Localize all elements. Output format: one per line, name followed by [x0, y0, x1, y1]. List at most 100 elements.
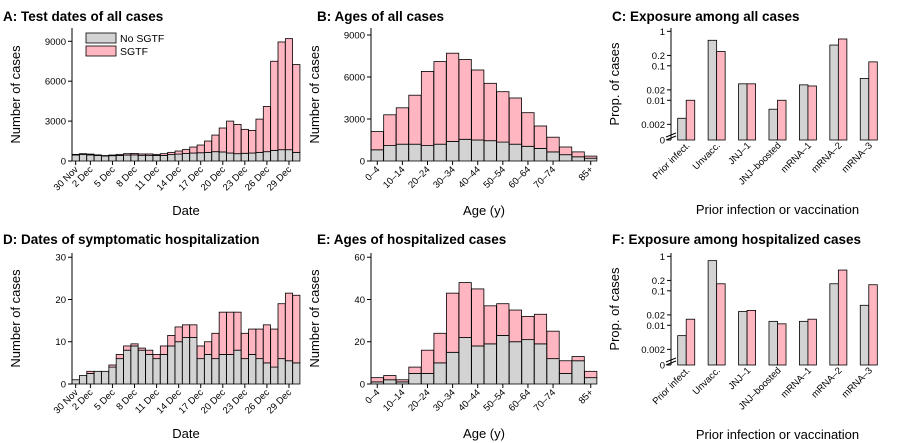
panel-f-bar-no-sgtf: [738, 311, 748, 366]
panel-d-bar-sgtf: [108, 364, 117, 368]
panel-b-bar-sgtf: [458, 59, 472, 140]
panel-b-bar-no-sgtf: [483, 140, 497, 162]
panel-a-bar-sgtf: [284, 38, 293, 151]
panel-d-x-tick-label: 29 Dec: [265, 387, 294, 416]
panel-d-bar-no-sgtf: [284, 360, 293, 385]
panel-f-title: F: Exposure among hospitalized cases: [612, 232, 861, 247]
panel-d-bar-sgtf: [86, 370, 95, 374]
panel-e-bar-sgtf: [446, 292, 460, 353]
panel-a-bar-no-sgtf: [152, 155, 161, 162]
panel-e-bar-no-sgtf: [521, 339, 535, 385]
panel-d-bar-sgtf: [181, 324, 191, 338]
panel-a-bar-no-sgtf: [211, 151, 220, 162]
panel-a-bar-no-sgtf: [79, 154, 88, 162]
panel-d-bar-sgtf: [152, 354, 161, 360]
panel-b-bar-sgtf: [433, 61, 447, 145]
panel-e-bar-sgtf: [395, 379, 409, 383]
panel-b-bar-sgtf: [571, 151, 585, 158]
panel-b-bar-sgtf: [383, 114, 397, 147]
panel-b-bar-no-sgtf: [370, 149, 384, 162]
panel-e-x-axis-title: Age (y): [463, 426, 505, 441]
panel-d-bar-sgtf: [189, 324, 198, 338]
panel-b-bar-sgtf: [508, 97, 522, 145]
panel-c-y-tick-label: 0.02: [647, 85, 666, 96]
panel-b-chart: 0 3000 6000 9000 0–410–1420–2430–3440–4450–5…: [307, 28, 598, 218]
panel-b-y-tick-label: 3000: [344, 115, 365, 126]
panel-d-bar-no-sgtf: [226, 354, 235, 385]
panel-e-y-axis-title: Number of cases: [307, 269, 322, 368]
panel-c-x-tick-label: mRNA–2: [809, 140, 844, 175]
panel-d-x-axis-title: Date: [172, 426, 199, 441]
panel-d-bar-no-sgtf: [123, 349, 132, 385]
panel-b-bar-no-sgtf: [395, 143, 409, 162]
panel-d-bar-sgtf: [233, 311, 242, 351]
panel-d-bar-no-sgtf: [108, 366, 117, 385]
panel-c-y-tick-label: 1: [660, 27, 665, 38]
panel-a-bar-sgtf: [108, 154, 117, 157]
panel-a-bar-sgtf: [174, 150, 183, 155]
panel-c-y-tick-label: 0: [660, 136, 665, 147]
panel-b-bar-no-sgtf: [533, 147, 548, 162]
panel-a-bar-no-sgtf: [181, 153, 191, 162]
panel-c-bar-sgtf: [868, 61, 878, 141]
panel-a-bar-sgtf: [292, 64, 301, 153]
panel-e-bar-sgtf: [458, 282, 472, 338]
panel-f-x-tick-label: Prior infect.: [651, 365, 693, 407]
panel-b-bar-sgtf: [420, 71, 435, 146]
panel-c-bar-sgtf: [716, 51, 726, 141]
panel-b-bar-no-sgtf: [458, 138, 472, 162]
panel-e-bar-sgtf: [471, 288, 485, 347]
panel-b-bar-sgtf: [533, 125, 548, 149]
panel-a-bar-sgtf: [189, 146, 198, 154]
panel-a-y-tick-label: 3000: [45, 117, 66, 128]
panel-d-bar-no-sgtf: [181, 337, 191, 385]
panel-c-y-tick-label: 0.01: [647, 96, 666, 107]
panel-d-bar-no-sgtf: [233, 349, 242, 385]
panel-a-bar-no-sgtf: [137, 154, 146, 162]
panel-d-bar-sgtf: [115, 354, 124, 360]
panel-e-bar-no-sgtf: [420, 373, 435, 385]
panel-a-bar-sgtf: [123, 153, 132, 156]
panel-d-bar-sgtf: [123, 345, 132, 351]
panel-c-x-tick-label: Unvacc.: [691, 140, 723, 172]
panel-d-bar-no-sgtf: [71, 379, 80, 385]
panel-f-bar-no-sgtf: [707, 260, 718, 366]
panel-e-bar-sgtf: [559, 360, 573, 374]
panel-a-bar-sgtf: [71, 153, 80, 156]
panel-a-bar-sgtf: [270, 60, 279, 151]
panel-e-bar-sgtf: [546, 330, 560, 360]
panel-b-bar-sgtf: [446, 52, 460, 142]
panel-c-bar-no-sgtf: [799, 84, 809, 141]
panel-d-bar-no-sgtf: [196, 358, 205, 385]
panel-d-bar-no-sgtf: [79, 375, 88, 385]
panel-a-bar-no-sgtf: [240, 152, 249, 162]
panel-e-bar-no-sgtf: [483, 343, 497, 385]
panel-b-bar-no-sgtf: [408, 143, 422, 162]
panel-b-bar-no-sgtf: [521, 145, 535, 162]
panel-d-bar-sgtf: [248, 328, 257, 355]
panel-b-bar-no-sgtf: [420, 145, 435, 162]
panel-d-bar-no-sgtf: [204, 354, 213, 385]
panel-c-y-tick-label: 0.1: [652, 61, 665, 72]
panel-f-x-tick-label: mRNA–2: [809, 365, 844, 400]
panel-c-bar-sgtf: [746, 83, 756, 141]
panel-a-bar-sgtf: [240, 128, 249, 154]
panel-d-bar-no-sgtf: [270, 366, 279, 385]
panel-d-bar-sgtf: [284, 292, 293, 362]
panel-e-bar-sgtf: [533, 313, 548, 345]
panel-e-bar-sgtf: [383, 375, 397, 381]
panel-d-bar-no-sgtf: [255, 358, 264, 385]
panel-a-bar-sgtf: [86, 153, 95, 156]
panel-b-bar-sgtf: [395, 107, 409, 145]
panel-d-bar-sgtf: [240, 332, 249, 360]
panel-a-bar-no-sgtf: [226, 152, 235, 162]
panel-e-bar-no-sgtf: [433, 362, 447, 385]
panel-d-bar-sgtf: [218, 311, 227, 355]
panel-e-bar-no-sgtf: [383, 379, 397, 385]
panel-f-x-tick-label: JNJ–1: [726, 365, 753, 392]
panel-d-bar-no-sgtf: [130, 345, 139, 385]
panel-f-x-axis-title: Prior infection or vaccination: [696, 427, 859, 442]
panel-a-bar-sgtf: [226, 120, 235, 154]
panel-a-x-tick-label: 5 Dec: [92, 164, 118, 190]
